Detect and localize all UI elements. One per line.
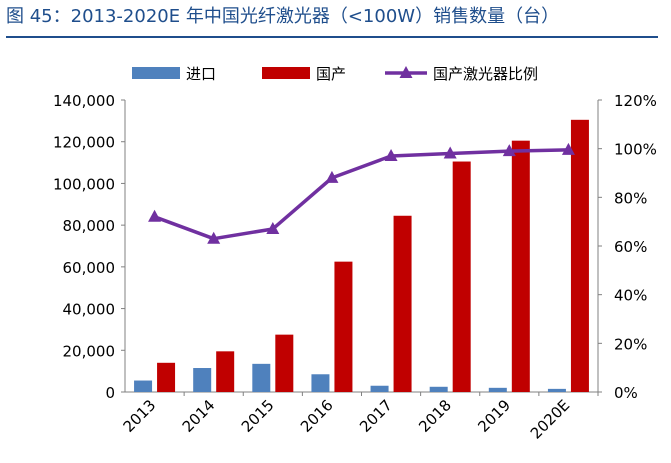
right-tick-label: 0% xyxy=(614,384,638,402)
bar-domestic-2017 xyxy=(393,215,412,392)
bar-import-2017 xyxy=(370,385,389,392)
ratio-marker-2018 xyxy=(443,146,457,159)
left-tick-label: 120,000 xyxy=(53,134,115,152)
right-tick-label: 100% xyxy=(614,141,657,159)
ratio-marker-2015 xyxy=(266,221,280,234)
bar-import-2020E xyxy=(547,388,566,392)
right-tick-label: 60% xyxy=(614,238,647,256)
bar-import-2016 xyxy=(311,374,330,392)
left-tick-label: 20,000 xyxy=(63,342,116,360)
bar-domestic-2019 xyxy=(511,140,530,392)
ratio-marker-2014 xyxy=(207,231,221,244)
bar-domestic-2014 xyxy=(216,351,235,392)
legend-swatch-import xyxy=(132,67,180,79)
x-tick-label: 2013 xyxy=(120,396,160,436)
bar-import-2019 xyxy=(488,387,507,392)
right-tick-label: 20% xyxy=(614,335,647,353)
x-tick-label: 2018 xyxy=(415,396,455,436)
legend-label-ratio: 国产激光器比例 xyxy=(433,65,538,83)
x-tick-label: 2014 xyxy=(179,396,219,436)
x-tick-label: 2016 xyxy=(297,396,337,436)
bar-domestic-2013 xyxy=(157,362,176,392)
x-tick-label: 2020E xyxy=(527,396,573,442)
right-tick-label: 120% xyxy=(614,92,657,110)
left-tick-label: 140,000 xyxy=(53,92,115,110)
left-tick-label: 40,000 xyxy=(63,301,116,319)
left-tick-label: 0 xyxy=(105,384,115,402)
ratio-marker-2013 xyxy=(148,209,162,222)
bar-domestic-2020E xyxy=(570,119,589,393)
right-tick-label: 80% xyxy=(614,189,647,207)
x-tick-label: 2015 xyxy=(238,396,278,436)
bar-import-2014 xyxy=(193,368,212,392)
left-tick-label: 80,000 xyxy=(63,217,116,235)
legend-label-import: 进口 xyxy=(186,65,216,83)
bar-import-2015 xyxy=(252,363,271,392)
bar-import-2013 xyxy=(134,380,153,392)
ratio-line xyxy=(153,148,569,241)
left-tick-label: 60,000 xyxy=(63,259,116,277)
legend-label-domestic: 国产 xyxy=(316,65,346,83)
bar-import-2018 xyxy=(429,386,448,392)
right-tick-label: 40% xyxy=(614,287,647,305)
ratio-marker-2020E xyxy=(561,142,575,155)
left-tick-label: 100,000 xyxy=(53,175,115,193)
legend-swatch-domestic xyxy=(262,67,310,79)
ratio-marker-2016 xyxy=(325,170,339,183)
ratio-marker-2019 xyxy=(502,144,516,157)
x-tick-label: 2017 xyxy=(356,396,396,436)
ratio-marker-2017 xyxy=(384,148,398,161)
title-divider xyxy=(6,36,658,38)
x-tick-label: 2019 xyxy=(474,396,514,436)
figure-title: 图 45：2013-2020E 年中国光纤激光器（<100W）销售数量（台） xyxy=(6,6,560,27)
bar-domestic-2016 xyxy=(334,261,353,392)
legend-swatch-ratio-marker xyxy=(399,66,413,78)
bar-domestic-2015 xyxy=(275,334,294,392)
bar-domestic-2018 xyxy=(452,161,471,392)
